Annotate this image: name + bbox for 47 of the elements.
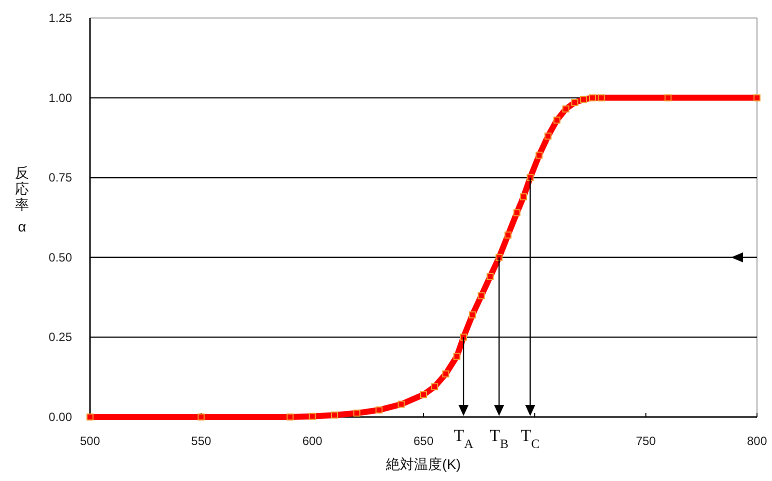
y-tick-label: 0.50 <box>48 250 72 264</box>
point <box>504 232 512 239</box>
point <box>580 96 588 103</box>
point <box>588 94 596 102</box>
point <box>562 105 570 112</box>
y-tick-label: 0.25 <box>48 330 72 344</box>
point <box>308 412 316 420</box>
point <box>331 412 338 419</box>
point <box>198 414 205 420</box>
point <box>598 94 605 102</box>
y-tick-label: 1.25 <box>48 11 72 25</box>
annotation: T$_{A}$ <box>454 426 474 451</box>
annotation: T$_{B}$ <box>490 426 509 451</box>
point <box>536 152 543 159</box>
x-axis-title: 絶対温度(K) <box>385 456 461 472</box>
x-tick-label: 800 <box>746 434 768 448</box>
point <box>442 370 450 378</box>
point <box>460 334 468 341</box>
point <box>486 273 494 280</box>
point <box>553 116 560 124</box>
y-tick-label: 1.00 <box>48 90 72 105</box>
y-tick-label: 0.00 <box>48 410 72 424</box>
point <box>754 94 760 102</box>
point <box>376 406 383 414</box>
point <box>420 391 427 398</box>
point <box>468 311 476 318</box>
x-tick-label: 550 <box>191 434 212 448</box>
x-tick-label: 650 <box>413 434 434 448</box>
y-tick-label: 0.75 <box>48 170 72 185</box>
point <box>478 292 485 300</box>
point <box>520 193 528 200</box>
point <box>496 254 503 261</box>
point <box>453 352 460 360</box>
x-tick-label: 600 <box>302 434 323 448</box>
y-axis-title: 反応率 α <box>15 164 29 235</box>
point <box>664 94 672 102</box>
x-tick-label: 750 <box>636 434 656 448</box>
point <box>286 414 294 420</box>
point <box>544 132 552 140</box>
point <box>513 209 520 216</box>
point <box>431 383 438 390</box>
point <box>86 414 94 420</box>
annotation: T$_{C}$ <box>520 426 540 451</box>
point <box>353 410 360 417</box>
x-tick-label: 500 <box>80 434 100 448</box>
point <box>398 400 405 408</box>
point <box>571 99 578 106</box>
